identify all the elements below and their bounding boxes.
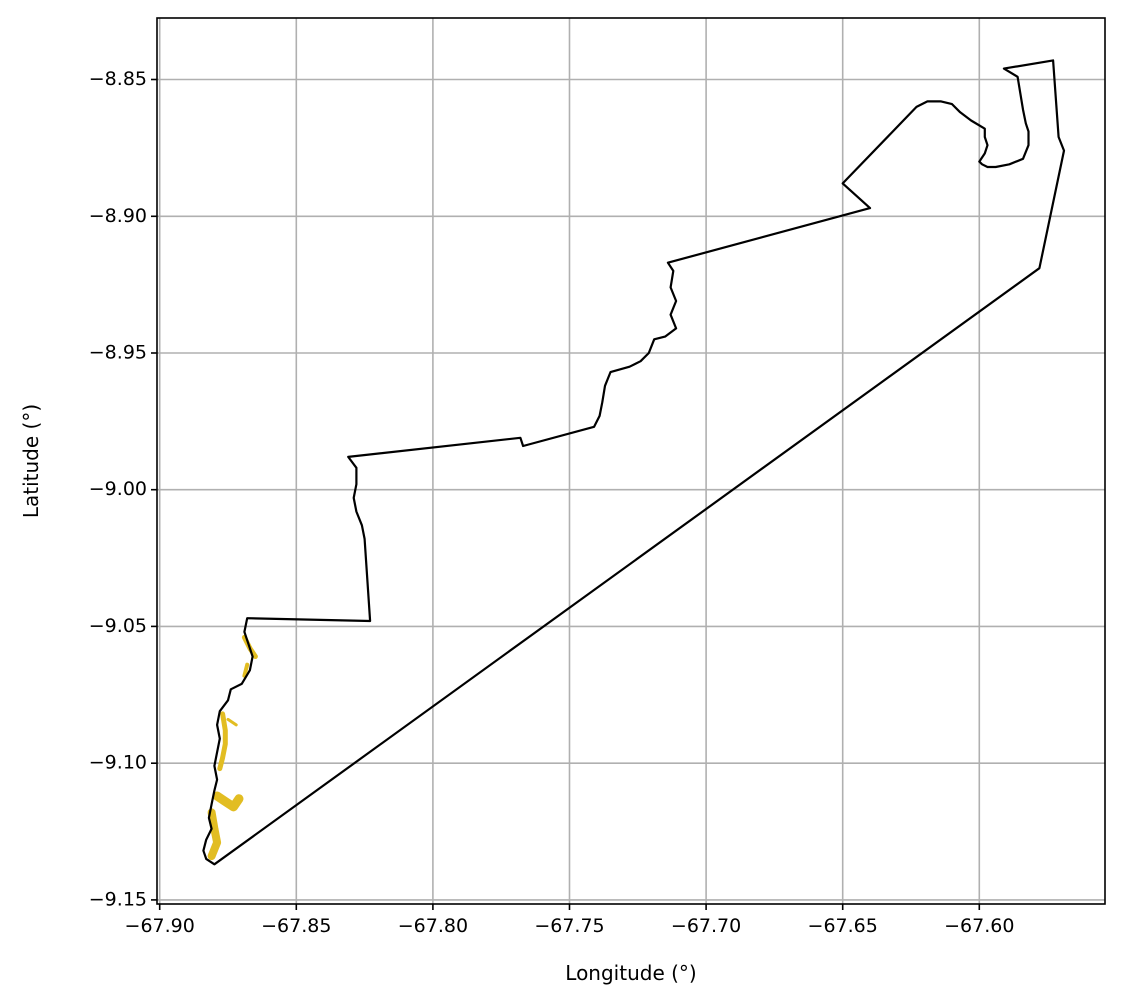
- plot-frame: [156, 17, 1106, 905]
- y-tick-label: −9.00: [89, 478, 147, 500]
- y-tick-label: −8.90: [89, 205, 147, 227]
- boundary-outline: [202, 59, 1066, 866]
- x-tick-label: −67.65: [808, 915, 878, 937]
- x-tick-label: −67.70: [671, 915, 741, 937]
- water-feature: [207, 808, 222, 861]
- y-tick-label: −8.85: [89, 68, 147, 90]
- x-tick-label: −67.60: [944, 915, 1014, 937]
- x-axis-label: Longitude (°): [565, 961, 696, 985]
- y-tick-label: −9.10: [89, 752, 147, 774]
- y-tick-label: −9.15: [89, 888, 147, 910]
- grid: [157, 18, 1105, 904]
- x-axis: −67.90 −67.85 −67.80 −67.75 −67.70 −67.65 −67.…: [125, 904, 1014, 937]
- water-feature: [226, 717, 238, 727]
- y-axis-label: Latitude (°): [19, 404, 43, 518]
- x-tick-label: −67.75: [534, 915, 604, 937]
- y-tick-label: −8.95: [89, 342, 147, 364]
- y-axis: −8.85 −8.90 −8.95 −9.00 −9.05 −9.10 −9.15: [89, 68, 157, 910]
- x-tick-label: −67.90: [125, 915, 195, 937]
- x-tick-label: −67.85: [261, 915, 331, 937]
- y-tick-label: −9.05: [89, 615, 147, 637]
- x-tick-label: −67.80: [398, 915, 468, 937]
- water-feature: [242, 662, 250, 678]
- water-feature: [212, 791, 244, 812]
- water-feature: [217, 711, 228, 772]
- boundary-layer: [202, 59, 1066, 866]
- water-features: [207, 634, 258, 861]
